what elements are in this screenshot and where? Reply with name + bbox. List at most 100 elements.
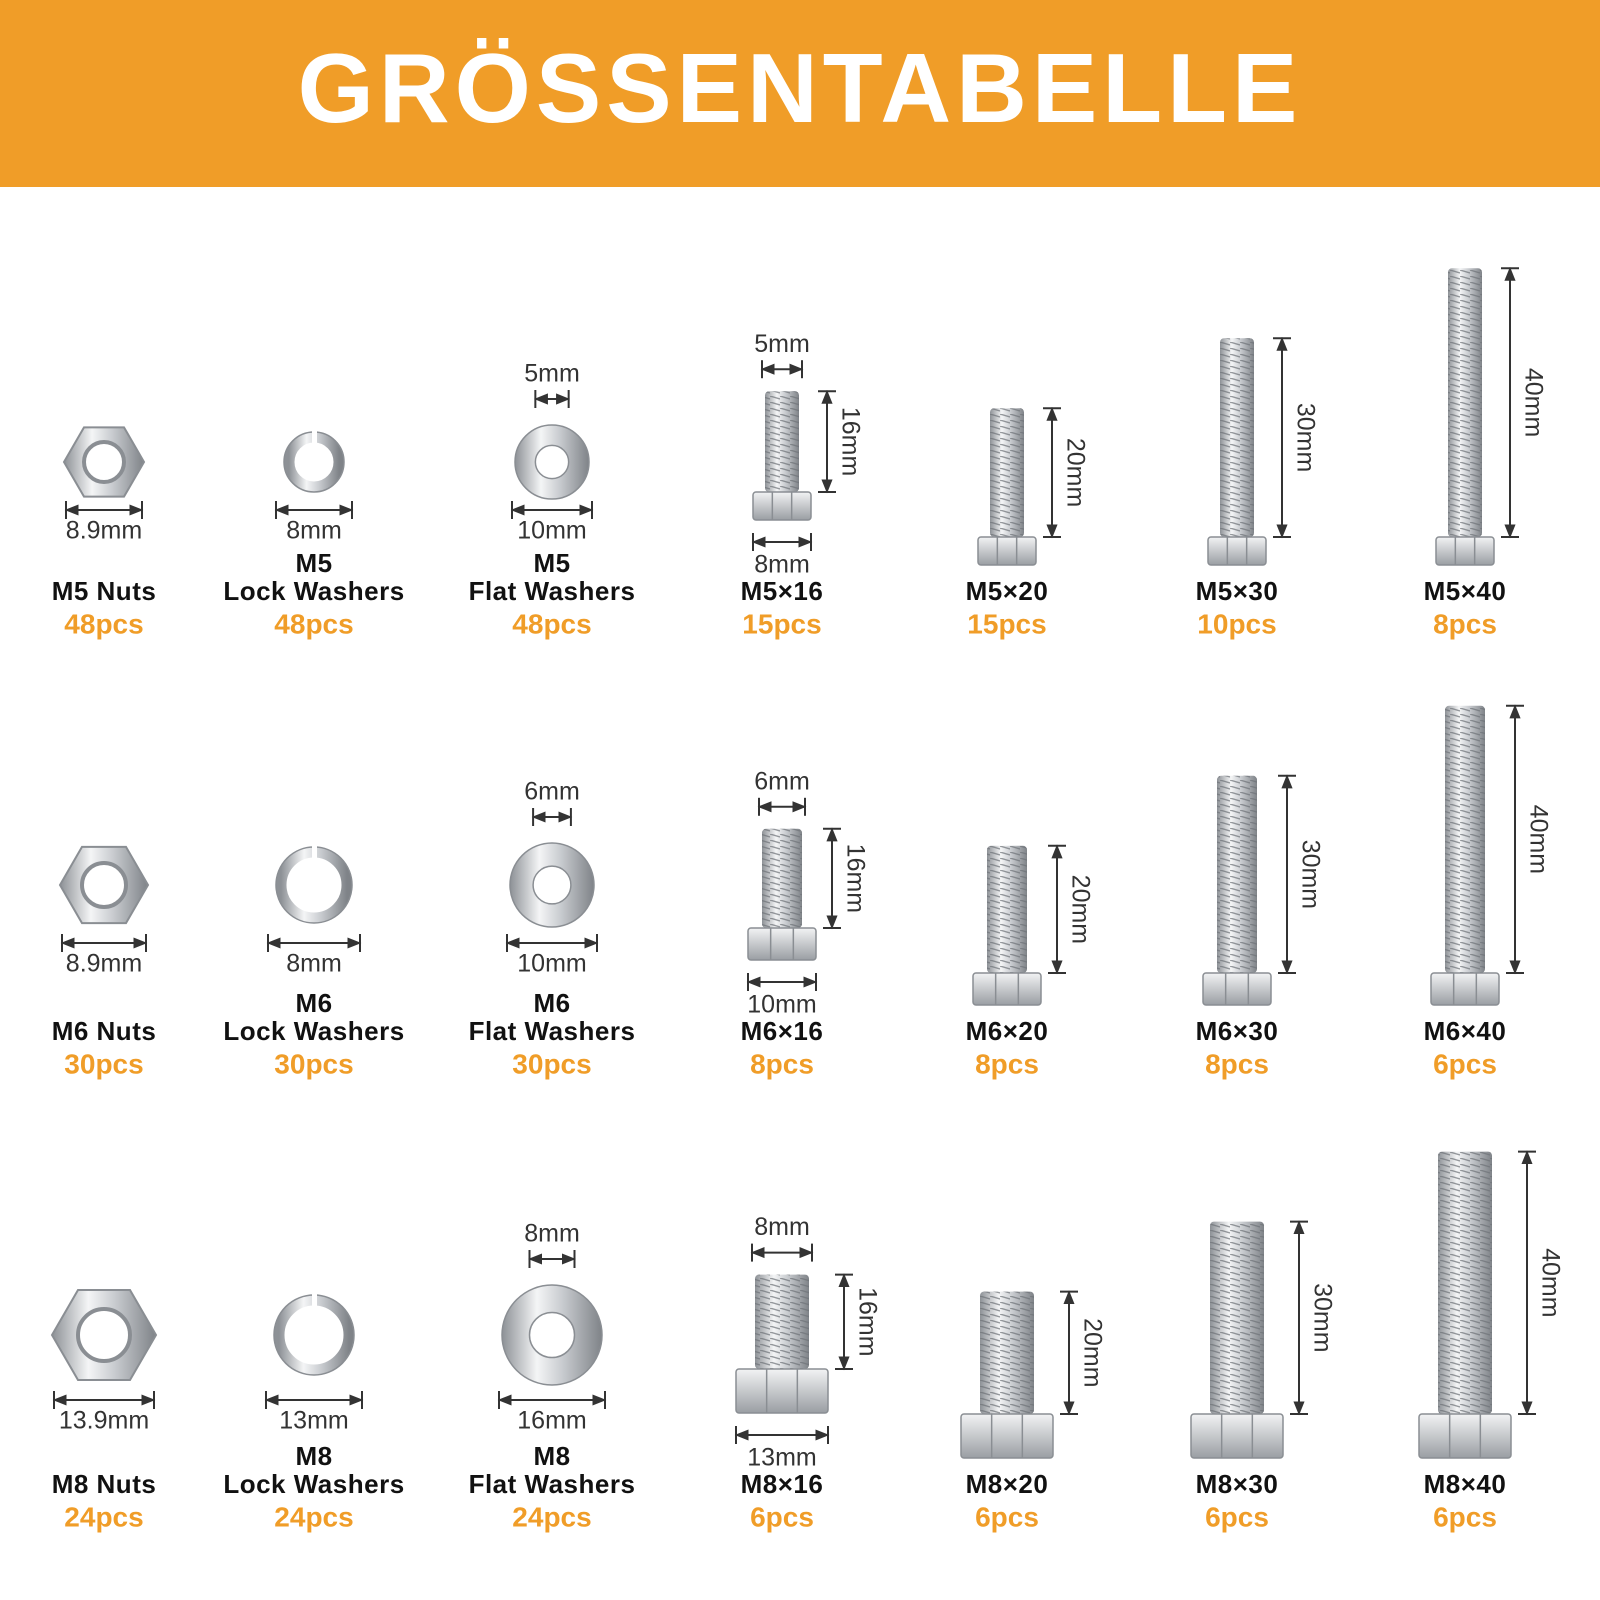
bolt-thread-texture: [1210, 1221, 1264, 1414]
item-count: 8pcs: [1433, 608, 1497, 639]
lock-washer: [283, 431, 345, 493]
item-name: M5×40: [1424, 576, 1507, 606]
dimension-label: 8mm: [286, 517, 342, 545]
dimension-label: 8.9mm: [66, 950, 142, 978]
item-count: 30pcs: [64, 1048, 143, 1079]
bolt-head: [1435, 536, 1495, 566]
dimension-label: 13mm: [747, 1444, 816, 1472]
item-name: Flat Washers: [469, 1469, 636, 1499]
nut-hole: [80, 861, 128, 909]
dimension-label: 16mm: [841, 844, 869, 913]
bolt-head: [1202, 972, 1272, 1006]
item-name: M5 Nuts: [52, 576, 157, 606]
lock-washer-edge: [275, 846, 353, 924]
item-count: 8pcs: [750, 1048, 814, 1079]
item-count: 15pcs: [742, 608, 821, 639]
dimension-label: 10mm: [517, 517, 586, 545]
item-count: 15pcs: [967, 608, 1046, 639]
item-name: M6: [533, 988, 570, 1018]
item-count: 6pcs: [1433, 1048, 1497, 1079]
item-count: 6pcs: [975, 1501, 1039, 1532]
nut-hole: [82, 440, 126, 484]
bolt-head: [747, 927, 817, 961]
lock-washer-gap: [312, 430, 317, 443]
item-name: M8×20: [966, 1469, 1049, 1499]
item-name: M8: [295, 1441, 332, 1471]
item-name: Lock Washers: [223, 1016, 404, 1046]
dimension-label: 8mm: [754, 551, 810, 579]
bolt-head: [1190, 1413, 1284, 1459]
item-name: M5×16: [741, 576, 824, 606]
item-name: Lock Washers: [223, 576, 404, 606]
dimension-label: 5mm: [754, 330, 810, 358]
bolt-head: [972, 972, 1042, 1006]
dimension-label: 8mm: [286, 950, 342, 978]
item-name: M8×30: [1196, 1469, 1279, 1499]
dimension-label: 20mm: [1061, 438, 1089, 507]
item-name: Flat Washers: [469, 1016, 636, 1046]
lock-washer-gap: [312, 1293, 317, 1306]
item-name: Flat Washers: [469, 576, 636, 606]
dimension-label: 20mm: [1078, 1318, 1106, 1387]
item-name: M6×20: [966, 1016, 1049, 1046]
lock-washer-edge: [273, 1294, 355, 1376]
item-name: M6×16: [741, 1016, 824, 1046]
nut-hole: [76, 1307, 132, 1363]
bolt-head: [1207, 536, 1267, 566]
dimension-label: 8.9mm: [66, 517, 142, 545]
header-title: GRÖSSENTABELLE: [298, 33, 1303, 143]
item-name: M6×30: [1196, 1016, 1279, 1046]
item-name: M8: [533, 1441, 570, 1471]
item-name: M8×16: [741, 1469, 824, 1499]
item-name: M5: [533, 548, 570, 578]
bolt-thread-texture: [1438, 1151, 1492, 1414]
dimension-label: 5mm: [524, 360, 580, 388]
washer-hole: [532, 865, 572, 905]
bolt-head: [960, 1413, 1054, 1459]
bolt-thread-texture: [987, 845, 1027, 973]
dimension-label: 16mm: [853, 1287, 881, 1356]
lock-washer: [273, 1294, 355, 1376]
item-name: M6×40: [1424, 1016, 1507, 1046]
bolt-thread-texture: [1445, 705, 1485, 973]
item-count: 6pcs: [1205, 1501, 1269, 1532]
dimension-label: 30mm: [1291, 403, 1319, 472]
bolt-thread-texture: [980, 1291, 1034, 1414]
dimension-label: 8mm: [754, 1213, 810, 1241]
header-band: [0, 0, 1600, 187]
lock-washer: [275, 846, 353, 924]
dimension-label: 40mm: [1536, 1248, 1564, 1317]
bolt-thread-texture: [1220, 338, 1254, 537]
item-count: 48pcs: [274, 608, 353, 639]
bolt-head: [735, 1368, 829, 1414]
dimension-label: 10mm: [747, 991, 816, 1019]
dimension-label: 40mm: [1524, 805, 1552, 874]
bolt-thread-texture: [1448, 268, 1482, 537]
dimension-label: 20mm: [1066, 875, 1094, 944]
dimension-label: 16mm: [517, 1407, 586, 1435]
dimension-label: 13mm: [279, 1407, 348, 1435]
item-name: M5: [295, 548, 332, 578]
dimension-label: 16mm: [836, 407, 864, 476]
bolt-thread-texture: [990, 408, 1024, 537]
dimension-label: 13.9mm: [59, 1407, 149, 1435]
dimension-label: 8mm: [524, 1220, 580, 1248]
item-count: 6pcs: [750, 1501, 814, 1532]
item-count: 24pcs: [512, 1501, 591, 1532]
item-name: M8 Nuts: [52, 1469, 157, 1499]
item-name: Lock Washers: [223, 1469, 404, 1499]
dimension-label: 10mm: [517, 950, 586, 978]
item-count: 8pcs: [975, 1048, 1039, 1079]
item-name: M6: [295, 988, 332, 1018]
dimension-label: 40mm: [1519, 368, 1547, 437]
dimension-label: 30mm: [1308, 1283, 1336, 1352]
item-name: M5×30: [1196, 576, 1279, 606]
washer-hole: [534, 444, 570, 480]
bolt-head: [752, 491, 812, 521]
dimension-label: 6mm: [754, 767, 810, 795]
lock-washer-gap: [312, 845, 317, 858]
bolt-thread-texture: [765, 391, 799, 492]
item-count: 24pcs: [274, 1501, 353, 1532]
